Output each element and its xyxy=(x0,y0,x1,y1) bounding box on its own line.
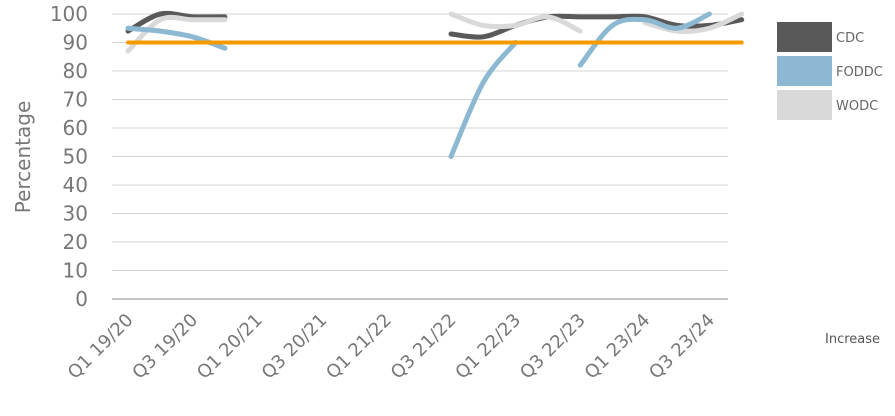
legend-label-foddc: FODDC xyxy=(836,65,883,80)
y-tick-label: 30 xyxy=(63,202,88,226)
x-tick-label: Q3 21/22 xyxy=(387,310,461,384)
series-line-wodc xyxy=(448,11,583,34)
series-line-foddc xyxy=(448,40,519,159)
y-tick-label: 100 xyxy=(50,2,88,26)
series-lines xyxy=(125,10,745,159)
y-axis-label: Percentage xyxy=(11,101,35,214)
legend-swatch-foddc xyxy=(777,56,832,86)
y-tick-label: 40 xyxy=(63,173,88,197)
y-tick-label: 60 xyxy=(63,116,88,140)
y-tick-label: 70 xyxy=(63,88,88,112)
x-tick-label: Q1 19/20 xyxy=(64,310,138,384)
x-tick-label: Q3 22/23 xyxy=(516,310,590,384)
series-line-wodc xyxy=(642,11,745,34)
gridlines xyxy=(112,13,728,300)
series-line-wodc xyxy=(125,14,228,54)
y-tick-label: 0 xyxy=(75,287,88,311)
x-tick-label: Q3 23/24 xyxy=(645,310,719,384)
annotation-increase: Increase xyxy=(825,332,880,347)
y-tick-label: 50 xyxy=(63,145,88,169)
legend-swatch-wodc xyxy=(777,90,832,120)
series-line-foddc xyxy=(577,11,712,68)
x-tick-label: Q3 20/21 xyxy=(258,310,332,384)
y-tick-label: 10 xyxy=(63,259,88,283)
x-tick-label: Q1 21/22 xyxy=(322,310,396,384)
x-tick-label: Q1 20/21 xyxy=(193,310,267,384)
x-tick-label: Q1 22/23 xyxy=(451,310,525,384)
legend-label-cdc: CDC xyxy=(836,31,864,46)
series-line-cdc xyxy=(448,13,745,40)
series-line-cdc xyxy=(125,10,228,34)
x-tick-label: Q1 23/24 xyxy=(581,310,655,384)
x-tick-label: Q3 19/20 xyxy=(128,310,202,384)
y-tick-label: 20 xyxy=(63,230,88,254)
legend: CDC FODDC WODC xyxy=(777,22,883,120)
legend-label-wodc: WODC xyxy=(836,99,878,114)
legend-swatch-cdc xyxy=(777,22,832,52)
y-tick-labels: 0 10 20 30 40 50 60 70 80 90 100 xyxy=(50,2,88,311)
y-tick-label: 80 xyxy=(63,59,88,83)
y-tick-label: 90 xyxy=(63,31,88,55)
